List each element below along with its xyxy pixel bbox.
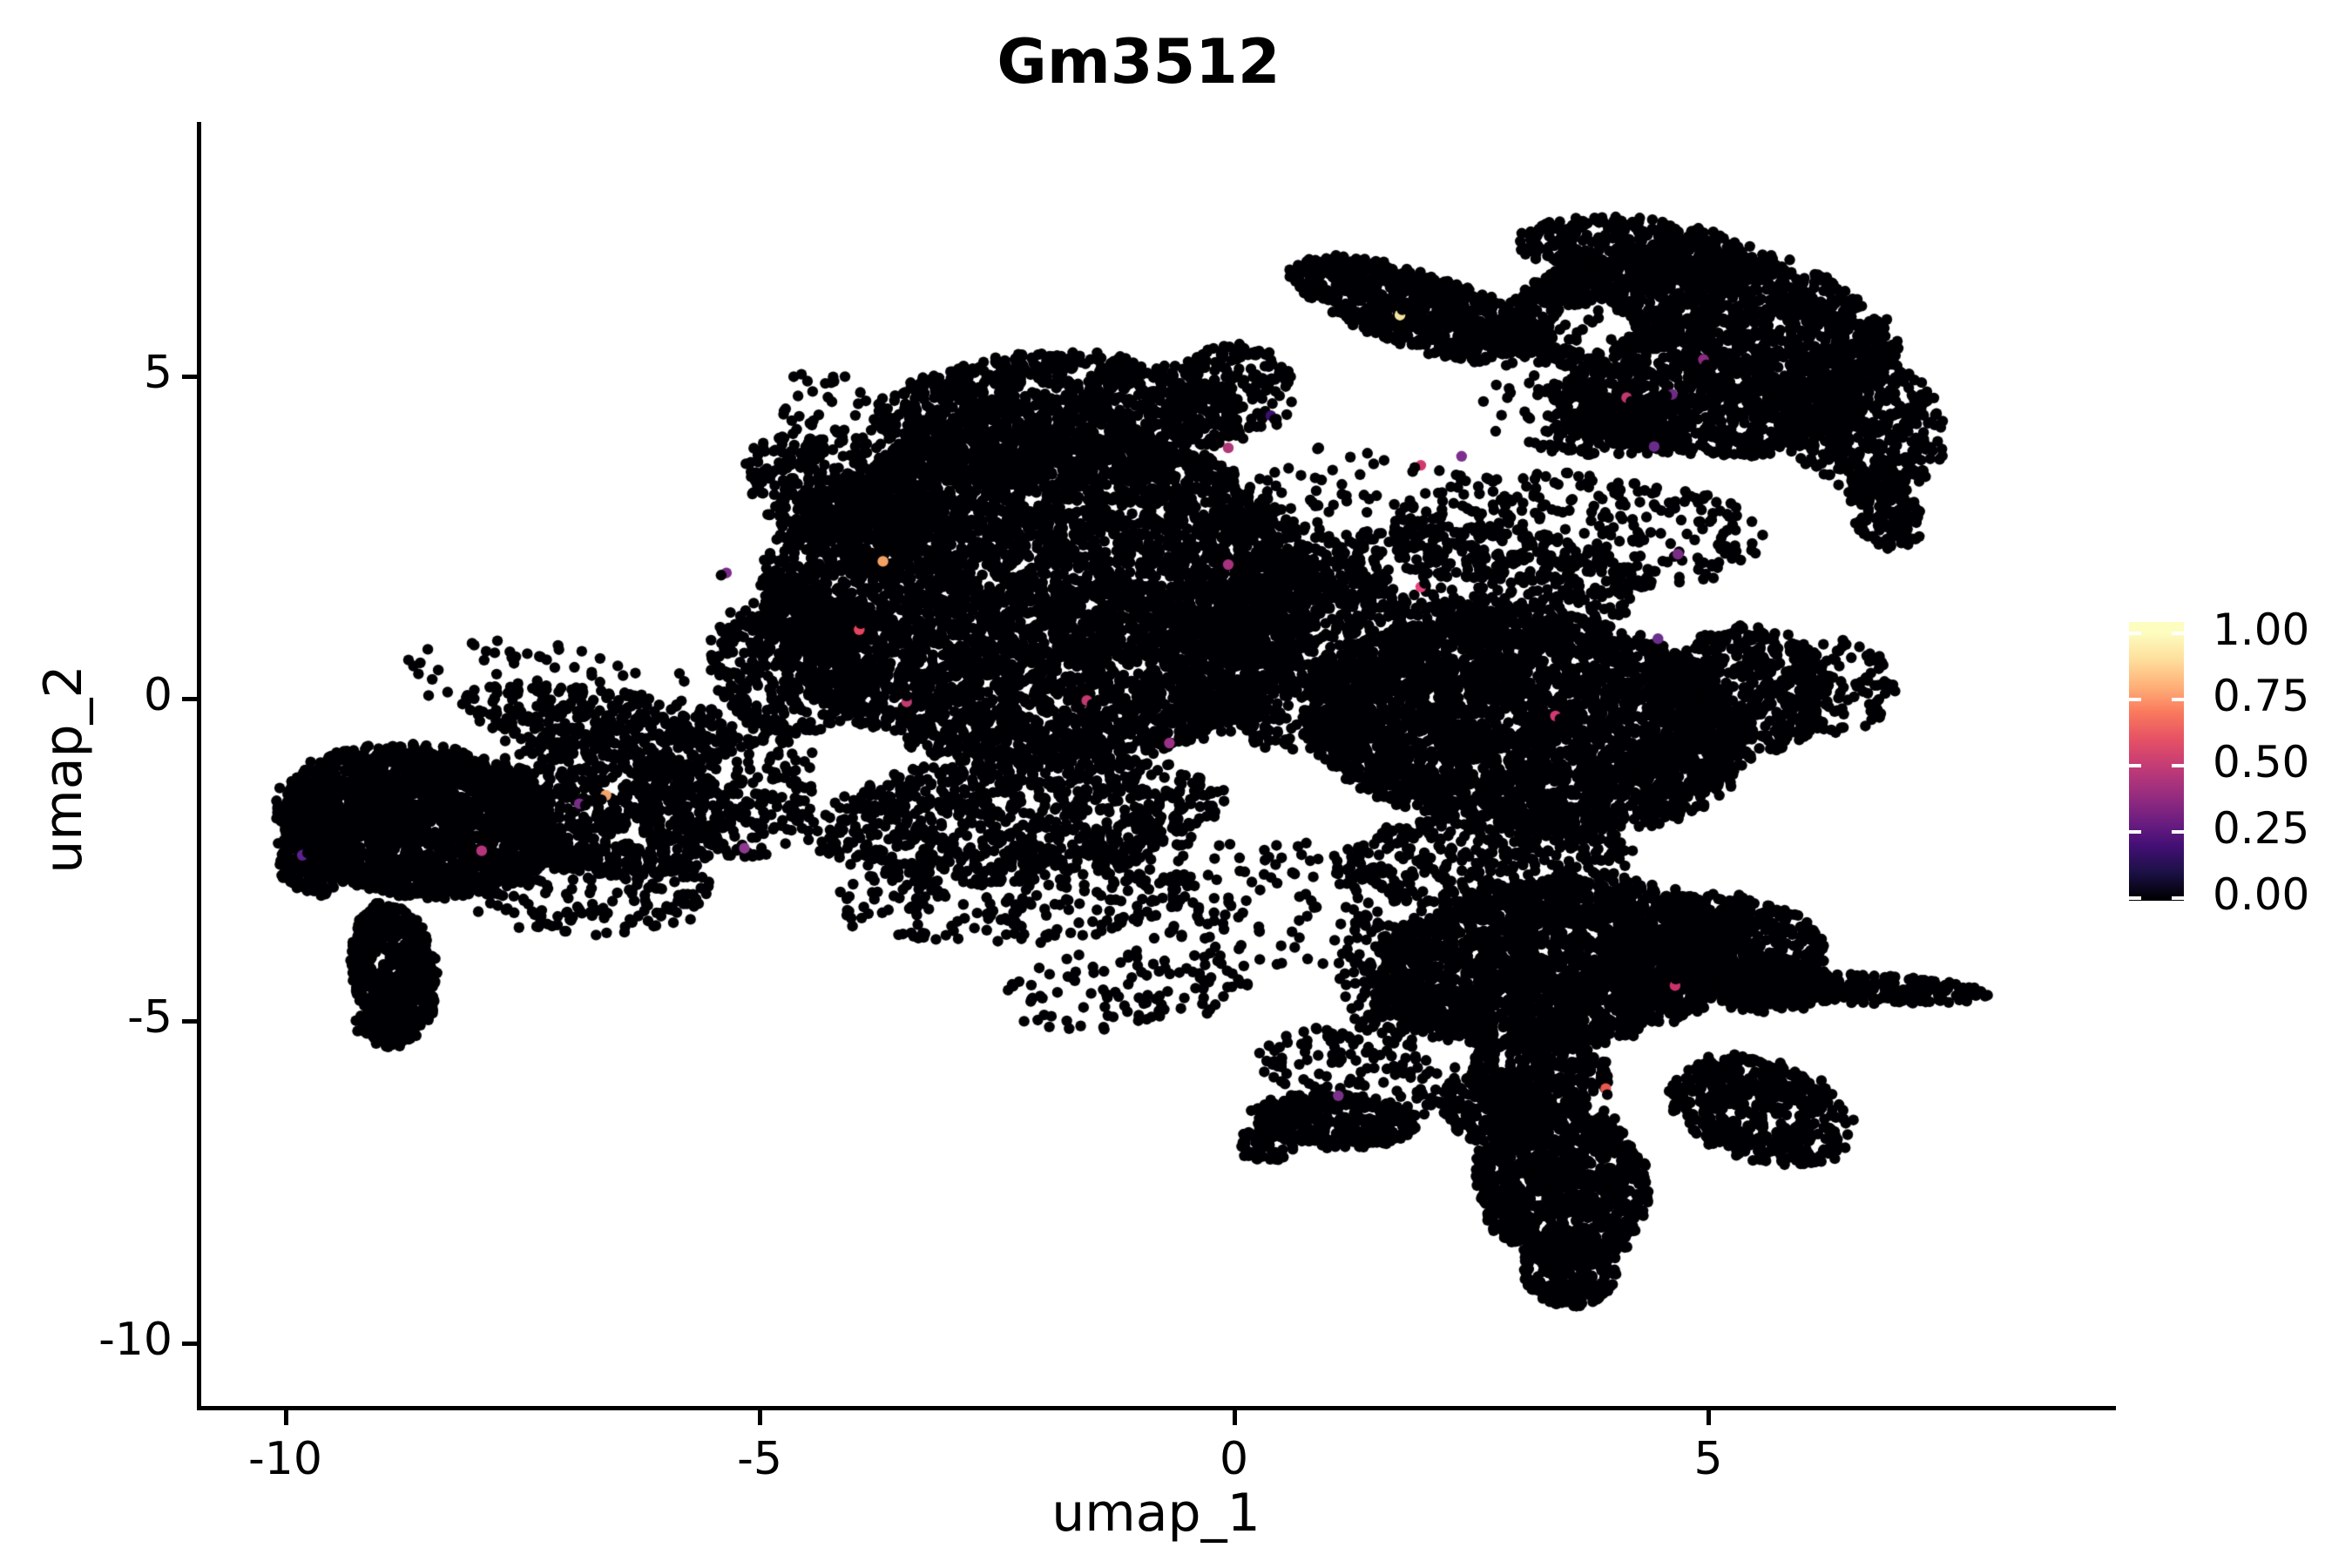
x-tick-mark [283, 1410, 288, 1425]
colorbar-label: 0.50 [2213, 737, 2310, 787]
x-tick-mark [758, 1410, 762, 1425]
x-tick-label: 0 [1219, 1433, 1249, 1485]
plot-title: Gm3512 [997, 26, 1281, 98]
colorbar-label: 0.25 [2213, 803, 2310, 854]
colorbar-tick-mark [2172, 830, 2184, 834]
colorbar-tick-mark [2172, 764, 2184, 767]
colorbar-tick-mark [2172, 698, 2184, 701]
y-tick-label: 5 [143, 347, 172, 399]
y-tick-label: -10 [98, 1314, 172, 1366]
colorbar-tick-mark [2172, 632, 2184, 635]
y-axis-label: umap_2 [33, 665, 94, 874]
x-axis-label: umap_1 [1051, 1483, 1260, 1544]
colorbar-label: 0.75 [2213, 671, 2310, 721]
x-tick-mark [1232, 1410, 1237, 1425]
colorbar-gradient [2129, 622, 2184, 901]
x-tick-label: -5 [737, 1433, 782, 1485]
x-axis-line [197, 1406, 2116, 1410]
y-axis-line [197, 122, 201, 1410]
colorbar-tick-mark [2129, 830, 2141, 834]
y-tick-mark [182, 375, 197, 379]
colorbar-label: 0.00 [2213, 869, 2310, 920]
colorbar-tick-mark [2129, 896, 2141, 900]
colorbar-tick-mark [2172, 896, 2184, 900]
y-tick-mark [182, 697, 197, 701]
x-tick-label: -10 [248, 1433, 322, 1485]
y-tick-label: -5 [127, 991, 172, 1044]
colorbar-tick-mark [2129, 698, 2141, 701]
y-tick-label: 0 [143, 669, 172, 721]
colorbar-label: 1.00 [2213, 605, 2310, 655]
colorbar-tick-mark [2129, 764, 2141, 767]
y-tick-mark [182, 1342, 197, 1346]
colorbar-tick-mark [2129, 632, 2141, 635]
x-tick-label: 5 [1693, 1433, 1723, 1485]
y-tick-mark [182, 1019, 197, 1024]
x-tick-mark [1707, 1410, 1711, 1425]
